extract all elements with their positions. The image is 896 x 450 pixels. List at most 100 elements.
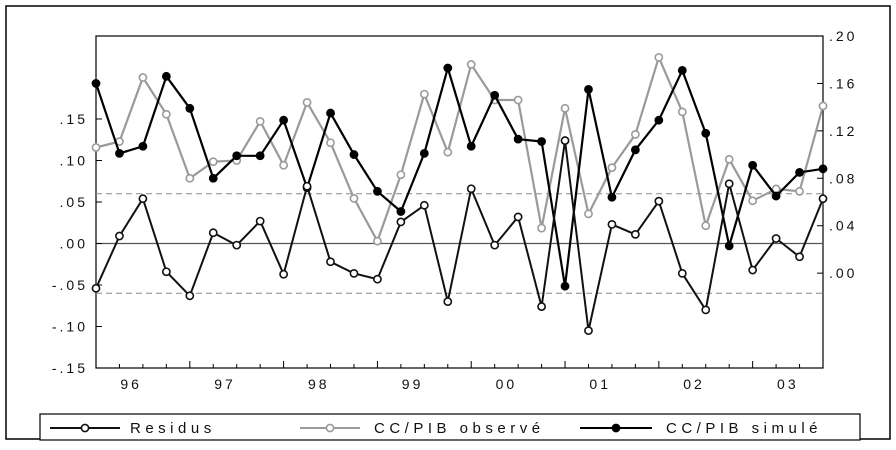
data-point xyxy=(771,191,781,201)
data-point xyxy=(349,150,359,159)
legend-marker xyxy=(80,423,90,433)
data-point xyxy=(161,71,171,81)
data-point xyxy=(818,101,828,111)
series-layer xyxy=(91,52,828,336)
legend-label: CC/PIB observé xyxy=(374,420,545,437)
data-point xyxy=(654,196,664,206)
left-tick-label: .15 xyxy=(60,111,88,127)
left-tick-label: .00 xyxy=(60,236,88,252)
data-point xyxy=(630,130,640,139)
data-point xyxy=(138,141,148,151)
data-point xyxy=(255,216,265,226)
data-point xyxy=(490,240,500,250)
data-point xyxy=(560,103,570,113)
data-point xyxy=(466,60,476,69)
data-point xyxy=(443,63,453,73)
data-point xyxy=(818,164,828,174)
series-2 xyxy=(91,63,828,291)
data-point xyxy=(818,194,828,204)
data-point xyxy=(677,107,687,117)
legend-marker xyxy=(611,423,621,433)
legend-marker xyxy=(325,423,335,433)
data-point xyxy=(302,181,312,191)
data-point xyxy=(232,240,242,250)
right-tick-label: .08 xyxy=(829,170,857,186)
data-point xyxy=(373,274,382,284)
data-point xyxy=(279,269,289,279)
data-point xyxy=(771,234,781,243)
right-tick-label: .04 xyxy=(829,218,857,234)
data-point xyxy=(255,116,265,126)
x-tick-label: 02 xyxy=(683,376,705,392)
x-tick-label: 03 xyxy=(777,376,799,392)
x-tick-label: 99 xyxy=(402,376,424,392)
data-point xyxy=(326,108,335,118)
data-point xyxy=(279,160,289,170)
data-point xyxy=(537,137,546,146)
series-line xyxy=(94,66,824,288)
left-tick-label: -.10 xyxy=(52,319,88,335)
data-point xyxy=(560,136,570,145)
data-point xyxy=(138,73,148,82)
data-point xyxy=(724,241,734,251)
data-point xyxy=(349,268,359,278)
data-point xyxy=(419,89,429,99)
x-tick-label: 97 xyxy=(214,376,236,392)
left-axis: -.15 -.10 -.05 .00 .05 .10 .15 xyxy=(52,111,102,376)
data-point xyxy=(466,184,476,194)
left-tick-label: -.05 xyxy=(52,277,88,293)
data-point xyxy=(701,128,711,138)
data-point xyxy=(584,326,593,336)
data-point xyxy=(701,221,711,231)
data-point xyxy=(185,103,195,113)
data-point xyxy=(161,109,171,119)
data-point xyxy=(677,65,687,75)
data-point xyxy=(91,79,101,88)
data-point xyxy=(795,186,804,196)
data-point xyxy=(396,170,406,180)
series-0 xyxy=(91,136,828,336)
data-point xyxy=(208,228,218,238)
x-tick-label: 98 xyxy=(308,376,330,392)
x-axis: 96 97 98 99 00 01 02 03 xyxy=(95,361,824,392)
left-tick-label: -.15 xyxy=(52,360,88,376)
data-point xyxy=(795,252,804,262)
data-point xyxy=(161,267,171,277)
data-point xyxy=(654,115,664,125)
data-point xyxy=(302,98,312,107)
legend-label: CC/PIB simulé xyxy=(666,420,822,437)
right-axis: .00 .04 .08 .12 .16 .20 xyxy=(817,28,857,281)
right-tick-label: .20 xyxy=(829,28,857,44)
data-point xyxy=(560,281,570,291)
data-point xyxy=(115,148,124,158)
data-point xyxy=(748,160,758,170)
data-point xyxy=(419,200,429,210)
data-point xyxy=(326,138,335,148)
left-tick-label: .10 xyxy=(60,153,88,169)
x-tick-label: 01 xyxy=(589,376,611,392)
data-point xyxy=(513,95,523,105)
right-tick-label: .00 xyxy=(829,265,857,281)
data-point xyxy=(208,173,218,183)
data-point xyxy=(232,151,242,161)
data-point xyxy=(724,179,734,189)
data-point xyxy=(466,141,476,151)
series-line xyxy=(95,139,824,332)
data-point xyxy=(537,302,546,311)
legend-label: Residus xyxy=(130,420,216,437)
data-point xyxy=(326,257,335,267)
data-point xyxy=(607,220,617,229)
legend-box xyxy=(39,413,861,441)
data-point xyxy=(795,167,804,177)
data-point xyxy=(748,196,758,206)
data-point xyxy=(419,148,429,158)
data-point xyxy=(490,90,500,100)
data-point xyxy=(138,194,148,204)
data-point xyxy=(724,154,734,164)
data-point xyxy=(513,212,523,222)
legend: Residus CC/PIB observé CC/PIB simulé xyxy=(50,420,822,437)
data-point xyxy=(185,291,195,301)
data-point xyxy=(443,297,453,306)
